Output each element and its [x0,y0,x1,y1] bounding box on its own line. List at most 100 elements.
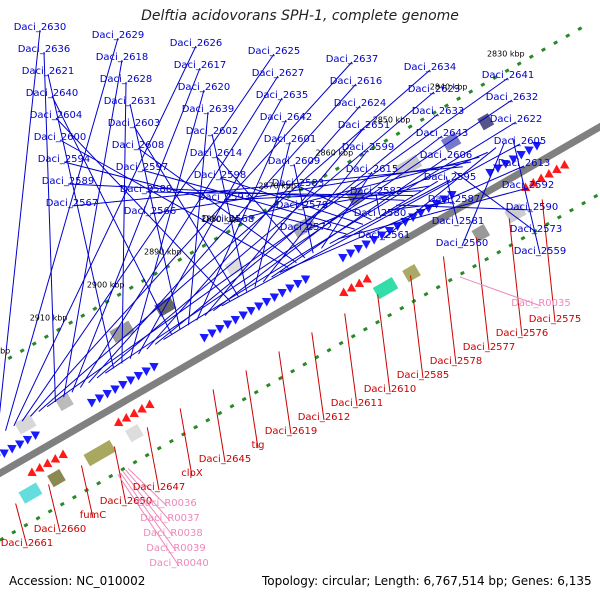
forward-gene-arrow [86,398,97,408]
label-connector [461,142,505,247]
gene-label: Daci_R0037 [140,513,200,524]
gene-label: Daci_2575 [529,314,582,325]
tick-mark [540,47,546,53]
forward-gene-arrow [133,371,144,381]
label-connector [213,135,443,312]
label-connector [154,113,439,345]
gene-label: Daci_2600 [34,132,87,143]
gene-label: Daci_2594 [38,154,91,165]
forward-gene-arrow [30,431,40,440]
gene-label: Daci_2573 [510,224,563,235]
forward-gene-arrow [222,320,233,329]
gene-label: tig [251,440,264,451]
tick-mark [431,110,437,116]
gene-label: Daci_2632 [486,92,539,103]
tick-mark [108,473,114,479]
label-connector [133,125,239,297]
gene-label: Daci_2619 [265,426,318,437]
gene-label: Daci_2636 [18,44,71,55]
tick-mark [177,257,183,263]
forward-gene-arrow [14,440,25,449]
tick-mark [225,229,231,235]
kbp-labels: 2830 kbp 2840 kbp 2850 kbp 2860 kbp 2870 kbp… [0,49,525,355]
gene-label: Daci_2634 [404,62,457,73]
tick-mark [59,501,65,507]
gc-block [18,482,43,504]
reverse-gene-arrow [536,173,547,183]
label-connector [63,59,123,398]
label-connector [125,469,171,522]
gene-label: Daci_2631 [104,96,157,107]
gene-label: Daci_2598 [194,170,247,181]
label-connector [262,149,369,283]
label-connector [71,67,201,393]
gene-label: Daci_2585 [397,370,450,381]
tick-mark [520,235,526,241]
gc-block [504,203,527,224]
forward-gene-arrow [261,297,272,307]
gene-label: Daci_2568 [202,214,255,225]
forward-gene-arrow [141,367,151,376]
tick-mark [423,291,429,297]
tick-mark [80,313,86,319]
forward-gene-arrow [531,141,542,151]
gene-label: Daci_2610 [364,384,417,395]
label-connector [0,29,41,414]
label-connector [122,471,174,537]
forward-gene-arrow [447,190,457,200]
gene-label: Daci_2567 [46,198,99,209]
gene-label: Daci_2605 [494,136,547,147]
forward-gene-arrow [337,253,348,263]
gene-label: Daci_2566 [124,206,177,217]
kbp-label: 2920 kbp [0,346,10,355]
tick-mark [68,320,74,326]
tick-mark [334,166,340,172]
label-connector [396,204,533,211]
label-connector [145,191,413,197]
gene-label: Daci_2590 [506,202,559,213]
gene-label: Daci_2581 [432,216,485,227]
tick-mark [290,368,296,374]
tick-mark [189,250,195,256]
label-connector [379,180,439,217]
gene-label: Daci_2642 [260,112,313,123]
forward-gene-arrow [500,159,511,169]
tick-mark [241,396,247,402]
forward-gene-arrow [125,376,136,385]
tick-mark [56,327,61,333]
label-connector [245,370,259,449]
gene-label: Daci_2593 [198,192,251,203]
gene-label: Daci_R0036 [137,498,197,509]
tick-mark [492,75,498,81]
label-connector [105,99,513,374]
label-connector [215,155,306,259]
forward-gene-arrow [207,329,217,338]
label-connector [71,166,463,207]
gene-label: Daci_2609 [268,156,321,167]
label-connector [329,179,451,244]
gene-label: Daci_2622 [490,114,543,125]
tick-mark [35,515,41,521]
gene-label: Daci_2645 [199,454,252,465]
gc-block [402,264,421,283]
gene-label: Daci_2641 [482,70,535,81]
gene-label: Daci_2651 [338,120,391,131]
tick-mark [302,361,308,367]
map-title: Delftia acidovorans SPH-1, complete geno… [141,8,459,24]
label-connector [79,75,279,388]
label-connector [21,53,275,422]
label-lines [0,29,556,567]
forward-gene-arrow [94,394,105,403]
reverse-gene-arrow [27,467,37,477]
label-connector [51,95,173,335]
tick-mark [47,508,53,514]
gene-label: Daci_2660 [34,524,87,535]
tick-mark [371,145,377,151]
reverse-gene-arrow [528,178,539,187]
label-connector [127,468,168,507]
label-connector [442,256,457,365]
kbp-label: 2910 kbp [30,313,68,322]
label-connector [459,276,542,307]
gene-label: Daci_2623 [408,84,461,95]
